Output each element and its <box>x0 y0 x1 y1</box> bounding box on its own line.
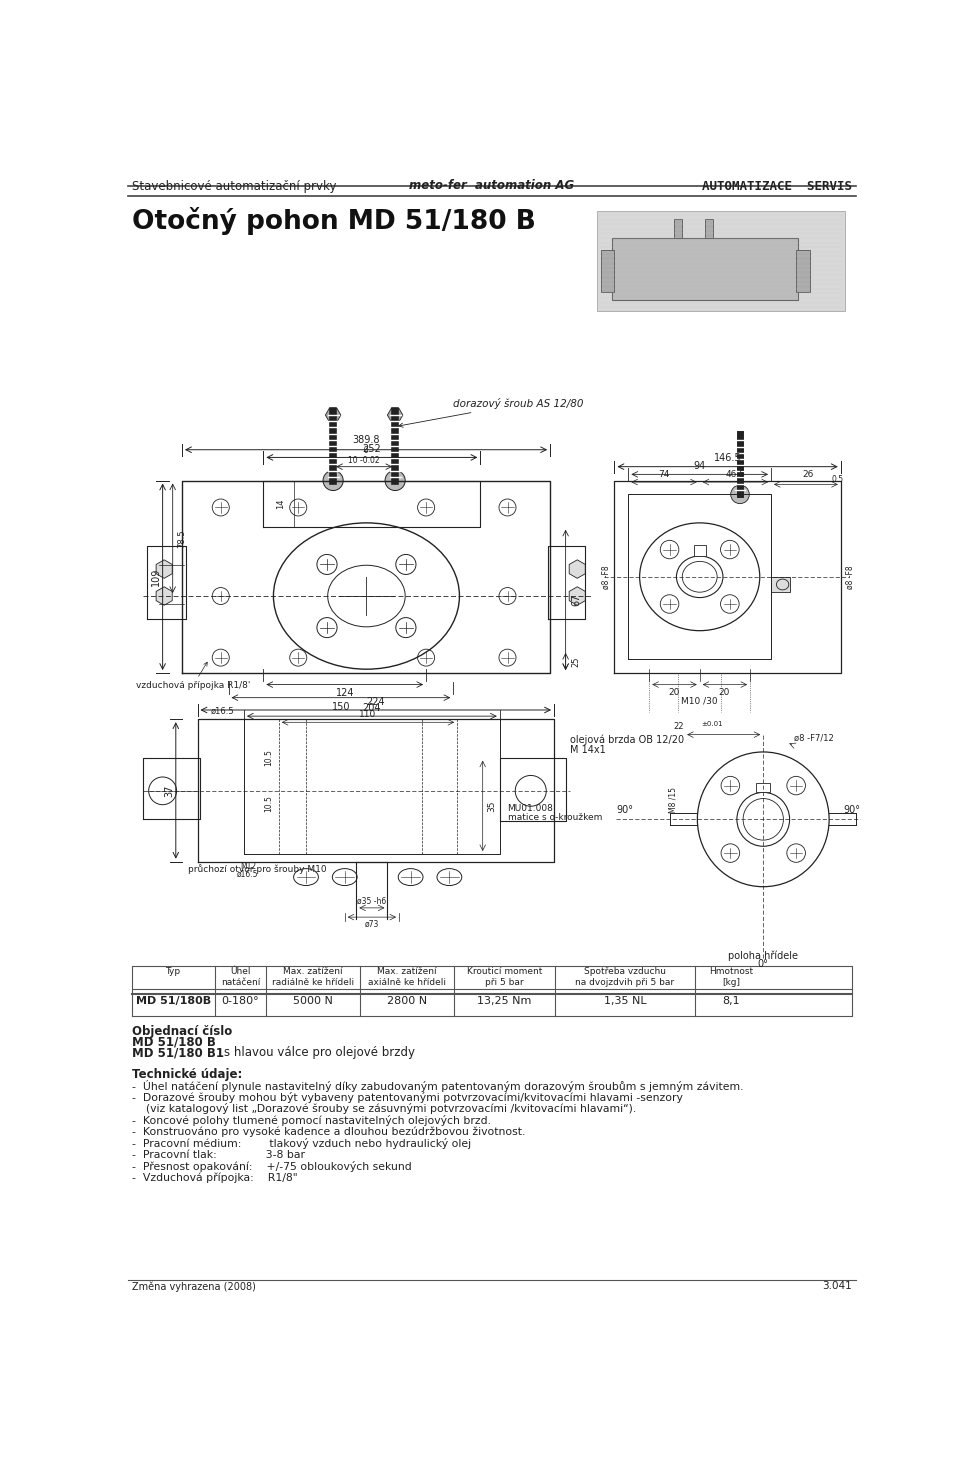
Text: 0
10 -0.02: 0 10 -0.02 <box>348 446 380 465</box>
Text: 109: 109 <box>152 568 161 586</box>
Text: 46.5: 46.5 <box>726 471 745 479</box>
Text: ø73: ø73 <box>365 919 379 928</box>
Text: 204: 204 <box>363 704 381 712</box>
FancyBboxPatch shape <box>674 219 682 237</box>
Text: 37: 37 <box>164 785 174 797</box>
Text: vzduchová přípojka R1/8': vzduchová přípojka R1/8' <box>135 661 250 691</box>
Text: 146.5: 146.5 <box>714 453 741 463</box>
Text: 90°: 90° <box>616 806 633 816</box>
Text: Spotřeba vzduchu
na dvojzdvih při 5 bar: Spotřeba vzduchu na dvojzdvih při 5 bar <box>575 967 675 986</box>
Bar <box>693 545 706 557</box>
Text: 22: 22 <box>674 721 684 731</box>
Text: Technické údaje:: Technické údaje: <box>132 1068 242 1081</box>
Text: -  Přesnost opakování:    +/-75 obloukových sekund: - Přesnost opakování: +/-75 obloukových … <box>132 1161 412 1173</box>
Text: 0°: 0° <box>757 960 769 969</box>
Text: matice s o-kroužkem: matice s o-kroužkem <box>508 813 602 822</box>
Text: 5000 N: 5000 N <box>294 995 333 1005</box>
Text: Objednací číslo: Objednací číslo <box>132 1024 232 1037</box>
Text: 10.5: 10.5 <box>264 749 274 766</box>
Text: M 14x1: M 14x1 <box>569 745 605 755</box>
Text: MD 51/180B: MD 51/180B <box>135 995 210 1005</box>
Text: 224: 224 <box>367 696 385 707</box>
Text: olejová brzda OB 12/20: olejová brzda OB 12/20 <box>569 734 684 745</box>
Text: 78.5: 78.5 <box>178 529 186 548</box>
Text: Krouticí moment
při 5 bar: Krouticí moment při 5 bar <box>467 967 542 986</box>
Text: -  Pracovní médium:        tlakový vzduch nebo hydraulický olej: - Pracovní médium: tlakový vzduch nebo h… <box>132 1138 470 1150</box>
Text: ø8 -F8: ø8 -F8 <box>602 565 611 589</box>
FancyBboxPatch shape <box>601 249 614 291</box>
Text: M8 /15: M8 /15 <box>669 787 678 813</box>
Text: ø35 -h6: ø35 -h6 <box>357 896 387 906</box>
Circle shape <box>731 485 750 504</box>
Text: Změna vyhrazena (2008): Změna vyhrazena (2008) <box>132 1281 255 1292</box>
Text: 20: 20 <box>719 688 731 698</box>
Text: 110: 110 <box>359 710 376 720</box>
Text: MD 51/180 B1: MD 51/180 B1 <box>132 1046 224 1059</box>
Text: AUTOMATIZACE  SERVIS: AUTOMATIZACE SERVIS <box>703 181 852 194</box>
Text: poloha hřídele: poloha hřídele <box>729 950 799 960</box>
Text: 25: 25 <box>571 656 580 667</box>
FancyBboxPatch shape <box>796 249 809 291</box>
Text: -  Koncové polohy tlumené pomocí nastavitelných olejových brzd.: - Koncové polohy tlumené pomocí nastavit… <box>132 1115 491 1126</box>
Text: -  Pracovní tlak:              3-8 bar: - Pracovní tlak: 3-8 bar <box>132 1150 304 1160</box>
FancyBboxPatch shape <box>596 211 845 312</box>
Text: 94: 94 <box>693 462 706 471</box>
Text: 10.5: 10.5 <box>264 796 274 813</box>
Text: Max. zatížení
axiálně ke hřídeli: Max. zatížení axiálně ke hřídeli <box>368 967 446 986</box>
Text: meto-fer  automation AG: meto-fer automation AG <box>409 179 575 192</box>
Text: dorazový šroub AS 12/80: dorazový šroub AS 12/80 <box>398 398 584 427</box>
Text: (viz katalogový list „Dorazové šrouby se zásuvnými potvrzovacími /kvitovacími hl: (viz katalogový list „Dorazové šrouby se… <box>132 1103 636 1115</box>
Text: -  Dorazové šrouby mohou být vybaveny patentovanými potvrzovacími/kvitovacími hl: - Dorazové šrouby mohou být vybaveny pat… <box>132 1091 683 1103</box>
Text: Stavebnicové automatizační prvky: Stavebnicové automatizační prvky <box>132 181 336 194</box>
Text: ø8 -F7/12: ø8 -F7/12 <box>794 733 834 742</box>
Text: 14: 14 <box>276 498 285 508</box>
Text: -  Konstruováno pro vysoké kadence a dlouhou bezúdržbovou životnost.: - Konstruováno pro vysoké kadence a dlou… <box>132 1126 525 1136</box>
FancyBboxPatch shape <box>612 237 798 300</box>
Text: průchozí otvor pro šrouby M10: průchozí otvor pro šrouby M10 <box>188 864 326 874</box>
Text: M12: M12 <box>240 861 256 871</box>
Text: Hmotnost
[kg]: Hmotnost [kg] <box>709 967 754 986</box>
Text: s hlavou válce pro olejové brzdy: s hlavou válce pro olejové brzdy <box>209 1046 415 1059</box>
Text: 2800 N: 2800 N <box>387 995 427 1005</box>
Text: 0.5: 0.5 <box>831 475 844 484</box>
Text: -  Úhel natáčení plynule nastavitelný díky zabudovaným patentovaným dorazovým šr: - Úhel natáčení plynule nastavitelný dík… <box>132 1080 743 1093</box>
Text: 26: 26 <box>803 471 814 479</box>
Text: ±0.01: ±0.01 <box>701 721 723 727</box>
Text: MU01.008: MU01.008 <box>508 804 553 813</box>
Text: 150: 150 <box>331 701 350 711</box>
Text: 67: 67 <box>571 593 581 606</box>
Text: ø16.5: ø16.5 <box>211 707 234 717</box>
Text: 3.041: 3.041 <box>823 1281 852 1291</box>
Text: Typ: Typ <box>165 967 180 976</box>
Text: 20: 20 <box>668 688 680 698</box>
Text: Otočný pohon MD 51/180 B: Otočný pohon MD 51/180 B <box>132 207 536 235</box>
Text: 1,35 NL: 1,35 NL <box>604 995 646 1005</box>
Bar <box>756 784 770 793</box>
Text: 8,1: 8,1 <box>723 995 740 1005</box>
Text: Max. zatížení
radiálně ke hřídeli: Max. zatížení radiálně ke hřídeli <box>273 967 354 986</box>
Text: MD 51/180 B: MD 51/180 B <box>132 1036 215 1049</box>
Text: 35: 35 <box>488 800 496 812</box>
Text: -  Vzduchová přípojka:    R1/8": - Vzduchová přípojka: R1/8" <box>132 1173 298 1183</box>
Bar <box>771 577 790 592</box>
Text: 13,25 Nm: 13,25 Nm <box>477 995 532 1005</box>
Text: ø16.5: ø16.5 <box>237 870 258 879</box>
Text: 124: 124 <box>335 688 354 698</box>
Text: 90°: 90° <box>843 806 860 816</box>
FancyBboxPatch shape <box>706 219 713 237</box>
Text: 74: 74 <box>659 471 670 479</box>
Text: ø8 -F8: ø8 -F8 <box>846 565 855 589</box>
Text: M10 /30: M10 /30 <box>682 696 718 705</box>
Text: 0-180°: 0-180° <box>222 995 259 1005</box>
Circle shape <box>324 471 344 491</box>
Text: 252: 252 <box>363 443 381 453</box>
Text: Úhel
natáčení: Úhel natáčení <box>221 967 260 986</box>
Text: 389.8: 389.8 <box>352 436 380 444</box>
Circle shape <box>385 471 405 491</box>
